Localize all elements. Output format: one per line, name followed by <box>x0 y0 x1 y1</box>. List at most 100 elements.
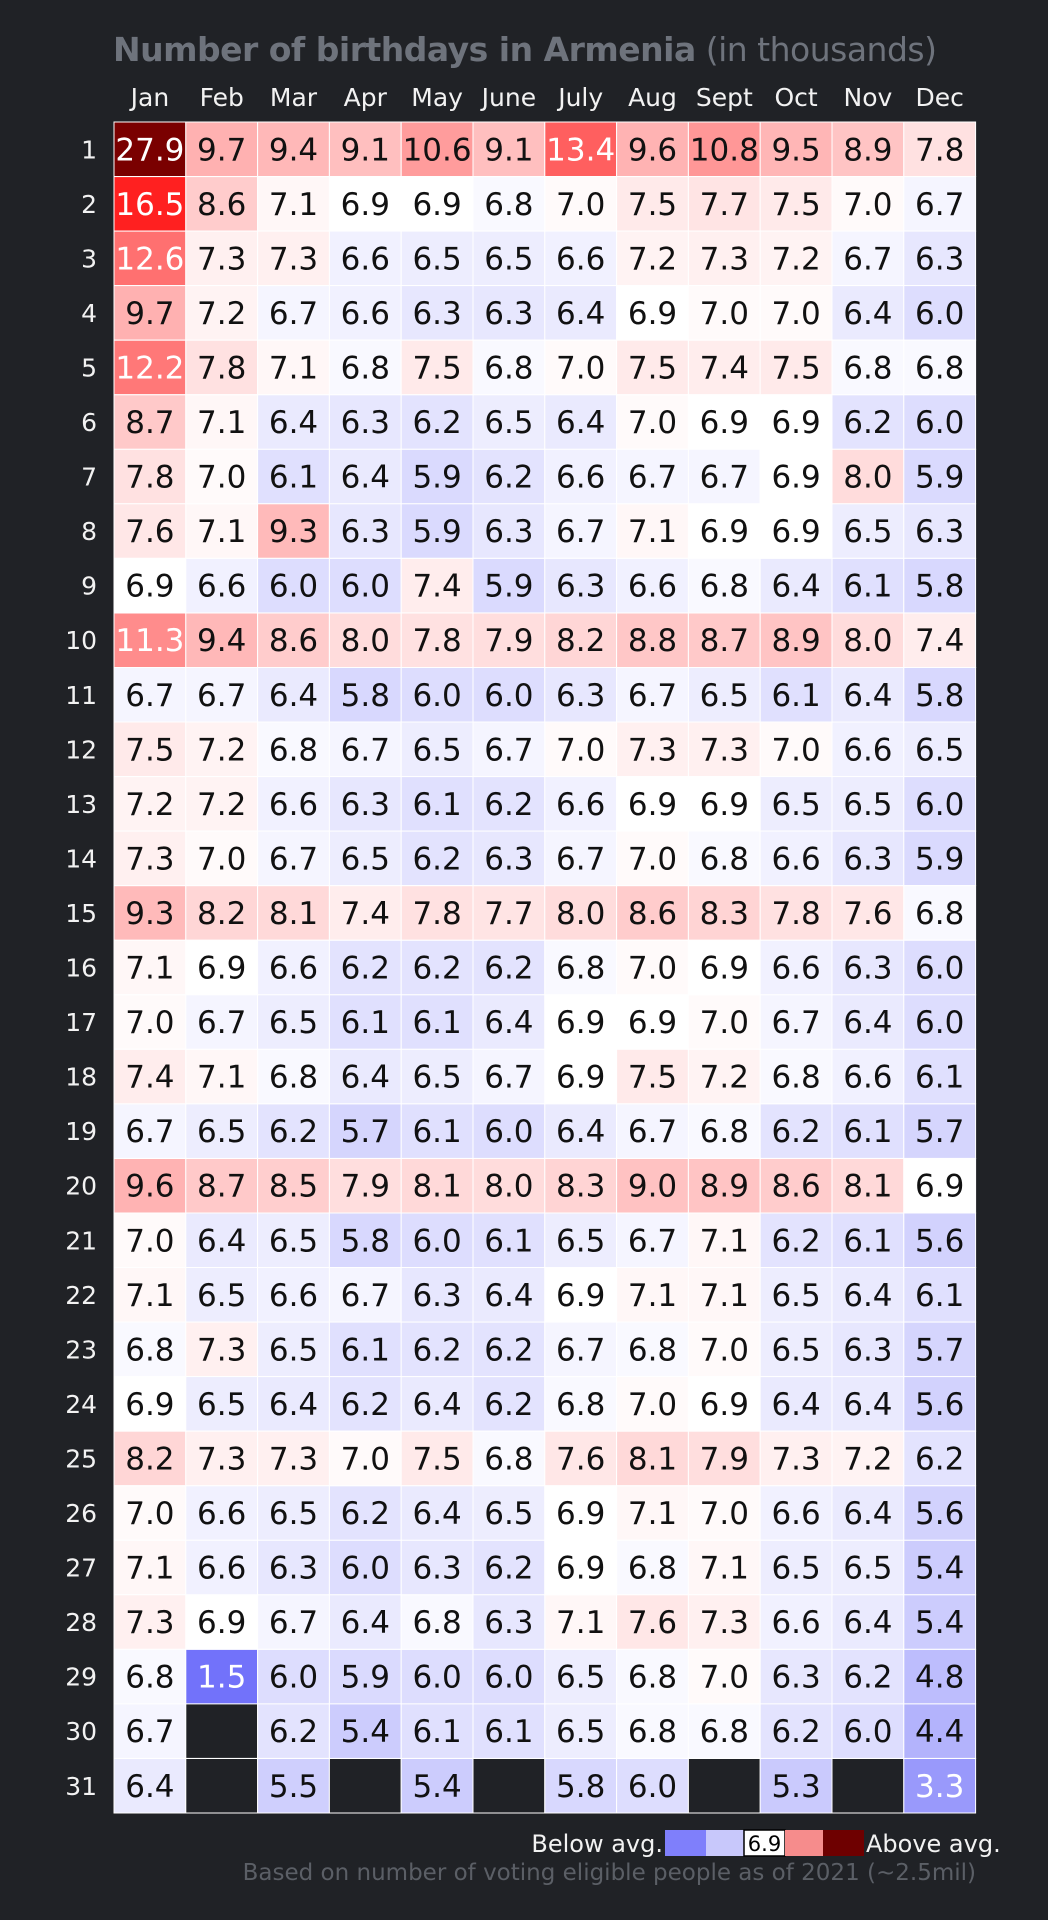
cell-value-aug-2: 7.5 <box>628 187 677 223</box>
cell-value-nov-30: 6.0 <box>843 1714 892 1750</box>
cell-value-aug-19: 6.7 <box>628 1114 677 1150</box>
cell-value-apr-20: 7.9 <box>341 1169 390 1205</box>
cell-value-feb-18: 7.1 <box>197 1060 246 1096</box>
heatmap-cell-feb-27 <box>185 1539 259 1596</box>
cell-value-aug-4: 6.9 <box>628 296 677 332</box>
heatmap-cell-apr-21 <box>328 1212 402 1268</box>
heatmap-cell-mar-13 <box>257 776 330 832</box>
cell-value-aug-9: 6.6 <box>628 569 677 605</box>
month-label-june: June <box>480 83 536 112</box>
heatmap-cell-june-9 <box>472 557 546 614</box>
cell-value-june-28: 6.3 <box>484 1605 533 1641</box>
cell-value-june-27: 6.2 <box>484 1551 533 1587</box>
cell-value-mar-18: 6.8 <box>269 1060 318 1096</box>
cell-value-june-2: 6.8 <box>484 187 533 223</box>
cell-value-mar-16: 6.6 <box>269 951 318 987</box>
month-label-nov: Nov <box>844 83 893 112</box>
heatmap-cell-aug-1 <box>616 121 689 177</box>
cell-value-nov-1: 8.9 <box>843 132 892 168</box>
heatmap-cell-sept-25 <box>687 1430 761 1487</box>
day-label-31: 31 <box>65 1772 97 1801</box>
cell-value-jan-25: 8.2 <box>125 1442 174 1478</box>
cell-value-apr-6: 6.3 <box>341 405 390 441</box>
day-label-7: 7 <box>81 463 97 492</box>
day-label-17: 17 <box>65 1008 97 1037</box>
heatmap-cell-apr-19 <box>328 1103 402 1159</box>
cell-value-sept-8: 6.9 <box>700 514 749 550</box>
heatmap-cell-dec-25 <box>903 1430 977 1487</box>
cell-value-may-24: 6.4 <box>412 1387 461 1423</box>
cell-value-nov-6: 6.2 <box>843 405 892 441</box>
cell-value-feb-7: 7.0 <box>197 460 246 496</box>
cell-value-jan-12: 7.5 <box>125 732 174 768</box>
heatmap-cell-sept-18 <box>687 1048 761 1105</box>
heatmap-cell-apr-3 <box>328 230 402 287</box>
heatmap-cell-oct-23 <box>759 1321 833 1378</box>
heatmap-cell-mar-5 <box>257 339 330 396</box>
heatmap-cell-oct-21 <box>759 1212 833 1268</box>
heatmap-cell-jan-12 <box>113 721 187 777</box>
cell-value-june-12: 6.7 <box>484 732 533 768</box>
heatmap-cell-june-28 <box>472 1594 546 1650</box>
cell-value-may-25: 7.5 <box>412 1442 461 1478</box>
cell-value-may-5: 7.5 <box>412 351 461 387</box>
cell-value-nov-13: 6.5 <box>843 787 892 823</box>
heatmap-cell-may-15 <box>400 885 474 941</box>
cell-value-may-31: 5.4 <box>412 1769 461 1805</box>
cell-value-aug-6: 7.0 <box>628 405 677 441</box>
cell-value-sept-10: 8.7 <box>700 623 749 659</box>
heatmap-cell-apr-11 <box>328 667 402 723</box>
heatmap-cell-nov-3 <box>831 230 905 287</box>
cell-value-dec-2: 6.7 <box>915 187 964 223</box>
heatmap-cell-aug-25 <box>616 1430 689 1487</box>
cell-value-mar-12: 6.8 <box>269 732 318 768</box>
heatmap-cell-may-27 <box>400 1539 474 1596</box>
cell-value-july-1: 13.4 <box>546 132 615 168</box>
heatmap-cell-mar-27 <box>257 1539 330 1596</box>
heatmap-cell-empty-feb-31 <box>185 1758 259 1814</box>
heatmap-cell-feb-14 <box>185 830 259 887</box>
cell-value-june-11: 6.0 <box>484 678 533 714</box>
day-label-30: 30 <box>65 1717 97 1746</box>
month-label-jan: Jan <box>129 83 170 112</box>
heatmap-cell-empty-apr-31 <box>328 1758 402 1814</box>
heatmap-cell-oct-14 <box>759 830 833 887</box>
cell-value-june-18: 6.7 <box>484 1060 533 1096</box>
cell-value-dec-16: 6.0 <box>915 951 964 987</box>
cell-value-apr-16: 6.2 <box>341 951 390 987</box>
cell-value-feb-13: 7.2 <box>197 787 246 823</box>
cell-value-july-22: 6.9 <box>556 1278 605 1314</box>
heatmap-cell-july-22 <box>544 1267 618 1323</box>
heatmap-cell-june-11 <box>472 667 546 723</box>
cell-value-sept-2: 7.7 <box>700 187 749 223</box>
cell-value-mar-7: 6.1 <box>269 460 318 496</box>
heatmap-cell-dec-8 <box>903 503 977 559</box>
heatmap-cell-apr-28 <box>328 1594 402 1650</box>
cell-value-mar-20: 8.5 <box>269 1169 318 1205</box>
heatmap-cell-sept-11 <box>687 667 761 723</box>
cell-value-may-26: 6.4 <box>412 1496 461 1532</box>
heatmap-cell-jan-23 <box>113 1321 187 1378</box>
cell-value-dec-19: 5.7 <box>915 1114 964 1150</box>
cell-value-oct-15: 7.8 <box>771 896 820 932</box>
cell-value-dec-29: 4.8 <box>915 1660 964 1696</box>
month-label-apr: Apr <box>344 83 388 112</box>
heatmap-cell-june-5 <box>472 339 546 396</box>
heatmap-cell-dec-31 <box>903 1758 977 1814</box>
heatmap-cell-oct-1 <box>759 121 833 177</box>
heatmap-cell-july-13 <box>544 776 618 832</box>
cell-value-oct-11: 6.1 <box>771 678 820 714</box>
heatmap-cell-sept-2 <box>687 176 761 232</box>
heatmap-cell-mar-6 <box>257 394 330 450</box>
day-label-19: 19 <box>65 1117 97 1146</box>
cell-value-oct-24: 6.4 <box>771 1387 820 1423</box>
cell-value-apr-17: 6.1 <box>341 1005 390 1041</box>
cell-value-apr-26: 6.2 <box>341 1496 390 1532</box>
cell-value-apr-11: 5.8 <box>341 678 390 714</box>
heatmap-cell-july-14 <box>544 830 618 887</box>
heatmap-cell-july-7 <box>544 448 618 505</box>
heatmap-cell-feb-13 <box>185 776 259 832</box>
cell-value-july-18: 6.9 <box>556 1060 605 1096</box>
cell-value-mar-17: 6.5 <box>269 1005 318 1041</box>
cell-value-nov-28: 6.4 <box>843 1605 892 1641</box>
